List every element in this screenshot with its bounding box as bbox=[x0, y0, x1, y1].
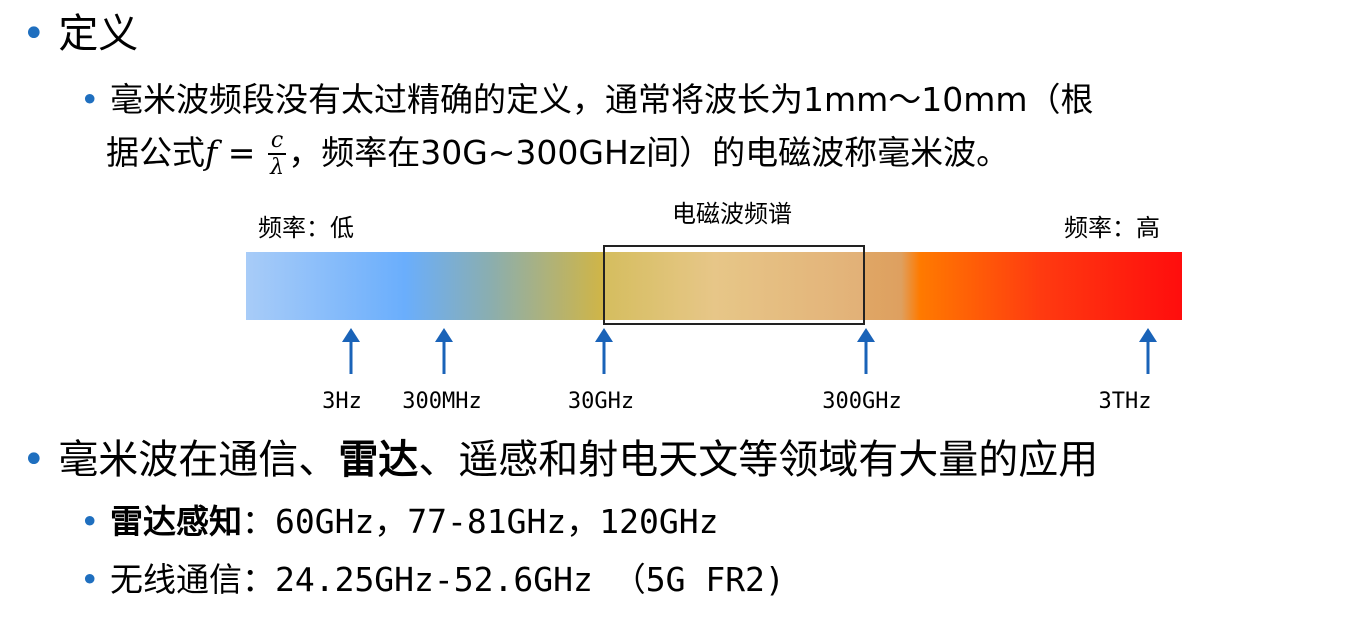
bullet: • bbox=[80, 560, 100, 599]
definition-text-2b: ，频率在30G~300GHz间）的电磁波称毫米波。 bbox=[288, 133, 1010, 172]
heading-applications: • 毫米波在通信、雷达、遥感和射电天文等领域有大量的应用 bbox=[22, 436, 1098, 484]
definition-text-1: 毫米波频段没有太过精确的定义，通常将波长为1mm～10mm（根 bbox=[109, 80, 1094, 119]
heading-text: 定义 bbox=[58, 11, 139, 57]
heading-definition: • 定义 bbox=[22, 10, 138, 58]
tick-label: 30GHz bbox=[567, 389, 635, 414]
list-item: • 雷达感知：60GHz，77-81GHz，120GHz bbox=[80, 500, 718, 544]
definition-text-2a: 据公式 bbox=[106, 133, 205, 172]
bullet: • bbox=[22, 11, 46, 57]
tick-label: 3THz bbox=[1098, 389, 1152, 414]
item-label: 雷达感知 bbox=[109, 502, 242, 541]
up-arrow-icon bbox=[857, 328, 875, 374]
bullet: • bbox=[80, 80, 100, 119]
definition-line-2: 据公式f = c λ ，频率在30G~300GHz间）的电磁波称毫米波。 bbox=[106, 130, 1009, 179]
mmwave-band-box bbox=[603, 245, 865, 325]
bullet: • bbox=[80, 502, 100, 541]
up-arrow-icon bbox=[342, 328, 360, 374]
formula-fraction: c λ bbox=[267, 130, 287, 180]
spectrum-title: 电磁波频谱 bbox=[672, 200, 792, 228]
tick-label: 3Hz bbox=[322, 389, 362, 414]
item-text: ：60GHz，77-81GHz，120GHz bbox=[241, 502, 719, 541]
formula-denominator: λ bbox=[270, 155, 285, 180]
tick-label: 300GHz bbox=[822, 389, 902, 414]
spectrum-gradient-bar bbox=[246, 252, 1182, 320]
bullet: • bbox=[22, 437, 46, 483]
list-item: • 无线通信：24.25GHz-52.6GHz （5G FR2) bbox=[80, 558, 785, 602]
heading-text-bold: 雷达 bbox=[338, 437, 419, 483]
formula-equals: = bbox=[227, 133, 256, 172]
formula-f: f bbox=[205, 133, 218, 172]
up-arrow-icon bbox=[595, 328, 613, 374]
heading-text-b: 、遥感和射电天文等领域有大量的应用 bbox=[418, 437, 1099, 483]
up-arrow-icon bbox=[1139, 328, 1157, 374]
up-arrow-icon bbox=[435, 328, 453, 374]
definition-line-1: • 毫米波频段没有太过精确的定义，通常将波长为1mm～10mm（根 bbox=[80, 78, 1094, 122]
tick-label: 300MHz bbox=[402, 389, 482, 414]
freq-high-label: 频率：高 bbox=[1064, 214, 1160, 242]
freq-low-label: 频率：低 bbox=[258, 214, 354, 242]
formula-numerator: c bbox=[267, 130, 287, 155]
item-label: 无线通信 bbox=[109, 560, 242, 599]
item-text: ：24.25GHz-52.6GHz （5G FR2) bbox=[241, 560, 785, 599]
heading-text-a: 毫米波在通信、 bbox=[58, 437, 339, 483]
